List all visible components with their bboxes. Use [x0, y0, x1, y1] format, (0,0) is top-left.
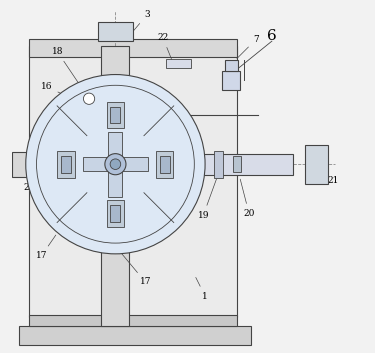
Circle shape	[110, 159, 121, 169]
Circle shape	[105, 154, 126, 175]
Bar	[29, 315, 237, 326]
Text: 3: 3	[129, 10, 150, 36]
Text: 20: 20	[240, 179, 255, 218]
Text: 1: 1	[196, 277, 208, 300]
Bar	[111, 205, 120, 222]
Text: 17: 17	[36, 235, 56, 260]
Bar	[225, 60, 238, 71]
Circle shape	[26, 74, 205, 254]
Circle shape	[83, 93, 94, 104]
Text: 16: 16	[41, 82, 71, 98]
Bar	[305, 145, 328, 184]
Text: 19: 19	[198, 179, 216, 220]
Text: 17: 17	[36, 119, 61, 128]
Bar	[156, 151, 173, 178]
Bar	[12, 152, 36, 176]
Text: 17: 17	[121, 252, 151, 287]
Bar	[83, 157, 148, 171]
Bar	[57, 151, 75, 178]
Bar	[29, 40, 237, 57]
Bar	[106, 200, 124, 227]
Bar	[222, 71, 240, 90]
Text: 22: 22	[157, 33, 172, 61]
Bar	[98, 22, 133, 41]
Bar	[166, 59, 191, 68]
Bar	[61, 156, 71, 173]
Bar	[214, 151, 223, 178]
Text: 6: 6	[267, 29, 277, 43]
Bar	[19, 326, 251, 345]
Bar	[233, 156, 241, 172]
Bar	[101, 46, 129, 326]
Text: 21: 21	[323, 169, 339, 185]
Bar	[202, 154, 293, 175]
Text: 18: 18	[52, 47, 87, 96]
Bar	[108, 132, 123, 197]
Bar	[106, 102, 124, 128]
Bar	[111, 107, 120, 124]
Text: 7: 7	[237, 35, 259, 59]
Text: 2: 2	[24, 172, 34, 192]
Bar	[160, 156, 170, 173]
Bar	[29, 46, 237, 317]
